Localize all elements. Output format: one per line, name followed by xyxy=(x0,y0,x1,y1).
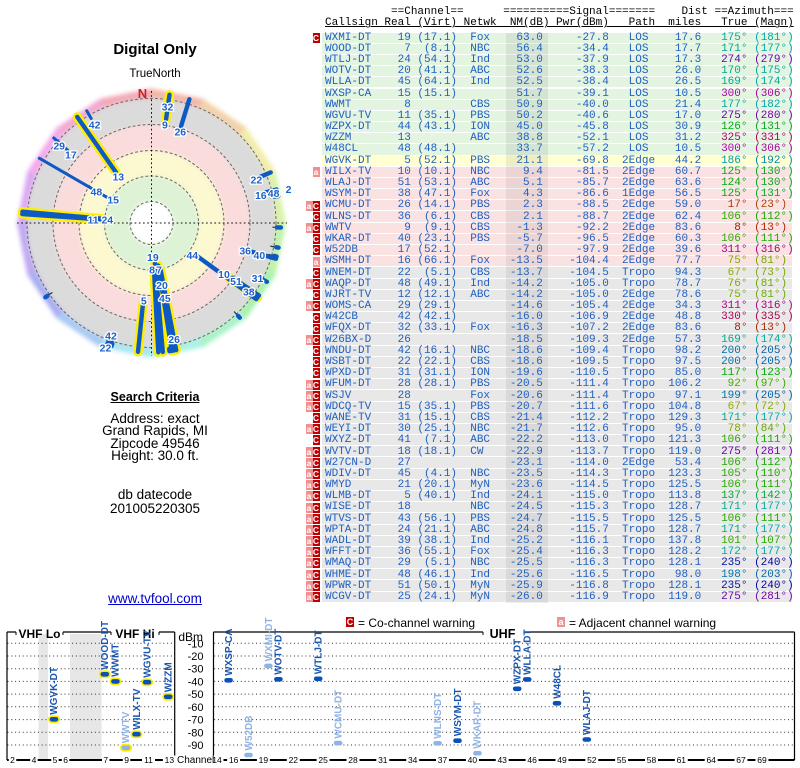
svg-text:64: 64 xyxy=(706,755,716,765)
svg-text:26: 26 xyxy=(174,127,186,139)
svg-text:-40: -40 xyxy=(188,676,204,688)
svg-text:45: 45 xyxy=(159,293,171,305)
svg-text:WOOD-DT: WOOD-DT xyxy=(100,621,111,670)
svg-text:9: 9 xyxy=(162,120,168,132)
svg-text:dBm: dBm xyxy=(178,630,203,644)
svg-text:UHF: UHF xyxy=(490,627,516,641)
svg-text:8: 8 xyxy=(149,264,155,276)
svg-text:7: 7 xyxy=(103,755,108,765)
svg-text:WCMU-DT: WCMU-DT xyxy=(333,690,344,739)
svg-text:WGVK-DT: WGVK-DT xyxy=(49,667,60,715)
svg-text:WZPX-DT: WZPX-DT xyxy=(513,639,524,685)
svg-text:WSYM-DT: WSYM-DT xyxy=(453,688,464,736)
svg-text:24: 24 xyxy=(101,214,113,226)
svg-text:5: 5 xyxy=(141,296,147,308)
svg-text:22: 22 xyxy=(289,755,299,765)
svg-text:WLLA-DT: WLLA-DT xyxy=(522,629,533,675)
svg-text:16: 16 xyxy=(229,755,239,765)
svg-text:22: 22 xyxy=(251,174,263,186)
svg-text:WLNS-DT: WLNS-DT xyxy=(433,693,444,739)
svg-text:-60: -60 xyxy=(188,702,204,714)
svg-text:36: 36 xyxy=(239,245,251,257)
svg-text:34: 34 xyxy=(408,755,418,765)
svg-text:19: 19 xyxy=(147,252,159,264)
svg-text:WTLJ-DT: WTLJ-DT xyxy=(314,630,325,674)
svg-text:25: 25 xyxy=(318,755,328,765)
svg-text:42: 42 xyxy=(105,330,117,342)
svg-text:WLAJ-DT: WLAJ-DT xyxy=(582,690,593,735)
svg-text:16: 16 xyxy=(255,190,267,202)
svg-text:19: 19 xyxy=(259,755,269,765)
svg-text:55: 55 xyxy=(617,755,627,765)
svg-text:13: 13 xyxy=(112,171,124,183)
svg-text:32: 32 xyxy=(162,101,174,113)
svg-text:48: 48 xyxy=(91,187,103,199)
svg-text:WXMI-DT: WXMI-DT xyxy=(264,618,275,662)
svg-text:-20: -20 xyxy=(188,651,204,663)
svg-text:22: 22 xyxy=(100,343,112,355)
svg-text:67: 67 xyxy=(736,755,746,765)
svg-text:WILX-TV: WILX-TV xyxy=(132,688,143,729)
svg-text:-50: -50 xyxy=(188,689,204,701)
svg-text:48: 48 xyxy=(268,188,280,200)
svg-text:17: 17 xyxy=(65,150,77,162)
svg-text:52: 52 xyxy=(587,755,597,765)
svg-text:28: 28 xyxy=(348,755,358,765)
svg-text:W52DB: W52DB xyxy=(244,715,255,750)
svg-text:69: 69 xyxy=(757,755,767,765)
svg-text:Channel: Channel xyxy=(177,755,214,766)
svg-text:15: 15 xyxy=(107,194,119,206)
svg-text:WWTV: WWTV xyxy=(121,711,132,743)
svg-text:-30: -30 xyxy=(188,664,204,676)
svg-text:WGVU-TV: WGVU-TV xyxy=(142,630,153,678)
svg-text:W48CL: W48CL xyxy=(552,665,563,699)
svg-text:WKAR-DT: WKAR-DT xyxy=(473,701,484,749)
svg-text:7: 7 xyxy=(156,264,162,276)
svg-text:11: 11 xyxy=(144,755,153,765)
svg-text:4: 4 xyxy=(32,755,37,765)
svg-text:WWMT: WWMT xyxy=(111,644,122,677)
svg-text:58: 58 xyxy=(647,755,657,765)
svg-text:6: 6 xyxy=(63,755,68,765)
svg-text:-10: -10 xyxy=(188,638,204,650)
svg-text:11: 11 xyxy=(88,214,99,226)
svg-text:31: 31 xyxy=(378,755,388,765)
svg-text:VHF Lo: VHF Lo xyxy=(19,627,61,641)
svg-text:38: 38 xyxy=(243,287,255,299)
svg-text:VHF Hi: VHF Hi xyxy=(115,627,154,641)
svg-text:31: 31 xyxy=(252,273,264,285)
svg-text:26: 26 xyxy=(168,334,180,346)
svg-text:10: 10 xyxy=(218,269,230,281)
svg-text:N: N xyxy=(138,86,147,101)
svg-text:40: 40 xyxy=(254,250,266,262)
svg-text:61: 61 xyxy=(677,755,687,765)
svg-text:43: 43 xyxy=(497,755,507,765)
svg-text:13: 13 xyxy=(165,755,175,765)
svg-text:-90: -90 xyxy=(188,740,204,752)
svg-text:9: 9 xyxy=(124,755,129,765)
svg-text:WZZM: WZZM xyxy=(164,662,175,692)
svg-text:51: 51 xyxy=(230,276,242,288)
svg-text:WXSP-CA: WXSP-CA xyxy=(224,629,235,676)
svg-text:2: 2 xyxy=(10,755,15,765)
svg-text:WOTV-DT: WOTV-DT xyxy=(274,629,285,675)
svg-text:40: 40 xyxy=(468,755,478,765)
svg-text:37: 37 xyxy=(438,755,448,765)
svg-text:42: 42 xyxy=(89,120,101,132)
svg-text:44: 44 xyxy=(186,250,198,262)
svg-text:2: 2 xyxy=(286,184,292,196)
svg-text:-70: -70 xyxy=(188,715,204,727)
svg-text:49: 49 xyxy=(557,755,567,765)
svg-text:14: 14 xyxy=(212,755,222,765)
svg-text:5: 5 xyxy=(53,755,58,765)
svg-text:-80: -80 xyxy=(188,727,204,739)
svg-text:29: 29 xyxy=(53,140,65,152)
svg-text:20: 20 xyxy=(156,280,168,292)
svg-text:46: 46 xyxy=(527,755,537,765)
